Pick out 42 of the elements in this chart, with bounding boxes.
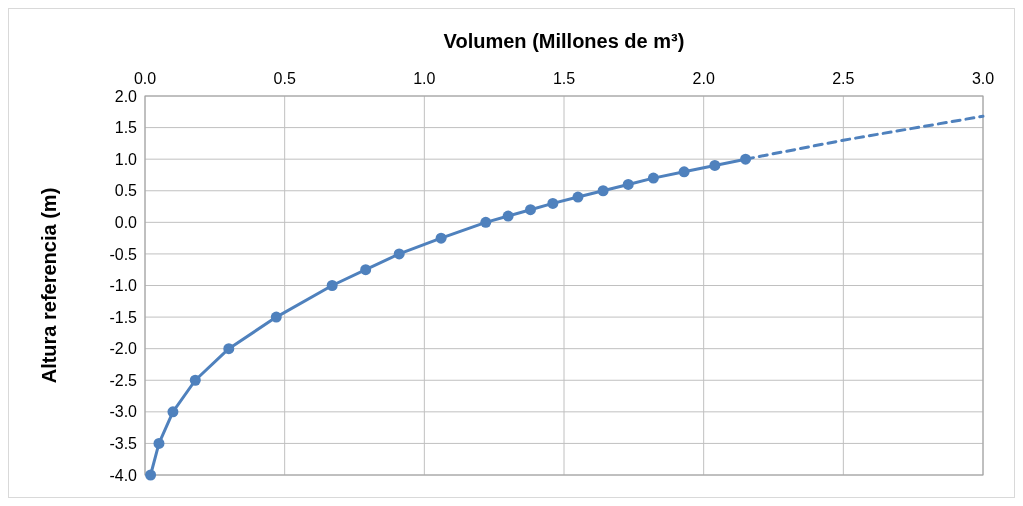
point [678,166,690,178]
y-tick-label: -3.0 [109,403,138,421]
x-axis-title: Volumen (Millones de m³) [443,30,685,52]
point [167,406,179,418]
point [435,232,447,244]
x-tick-label: 0.5 [273,70,296,87]
y-tick-label: -2.0 [109,340,138,358]
x-tick-label: 0.0 [133,70,157,87]
point [145,469,157,481]
y-tick-label: 2.0 [114,87,138,105]
point [360,264,372,276]
y-tick-label: -0.5 [109,245,138,263]
y-axis-title: Altura referencia (m) [38,187,60,384]
point [647,172,659,184]
x-tick-label: 1.0 [413,70,436,87]
point [393,248,405,260]
point [502,210,514,222]
y-tick-label: 1.0 [114,150,138,168]
point [223,343,235,355]
y-tick-label: -1.0 [109,277,138,295]
point [622,178,634,190]
x-tick-label: 1.5 [552,70,576,87]
y-tick-label: -3.5 [109,435,138,453]
y-tick-label: -4.0 [109,466,138,484]
point [326,280,338,291]
point [597,185,609,197]
x-tick-label: 2.0 [692,70,715,87]
y-tick-label: 1.5 [114,119,138,137]
point [270,311,282,323]
point [572,191,584,203]
y-tick-label: 0.0 [114,213,138,231]
x-tick-label: 3.0 [971,70,995,87]
point [709,159,721,171]
y-tick-label: -1.5 [109,308,138,326]
point [480,216,492,228]
point [189,374,201,386]
point [547,197,559,209]
y-tick-label: 0.5 [114,182,138,200]
point [524,204,536,216]
point [153,437,165,449]
y-tick-label: -2.5 [109,371,138,389]
x-tick-label: 2.5 [832,70,855,87]
